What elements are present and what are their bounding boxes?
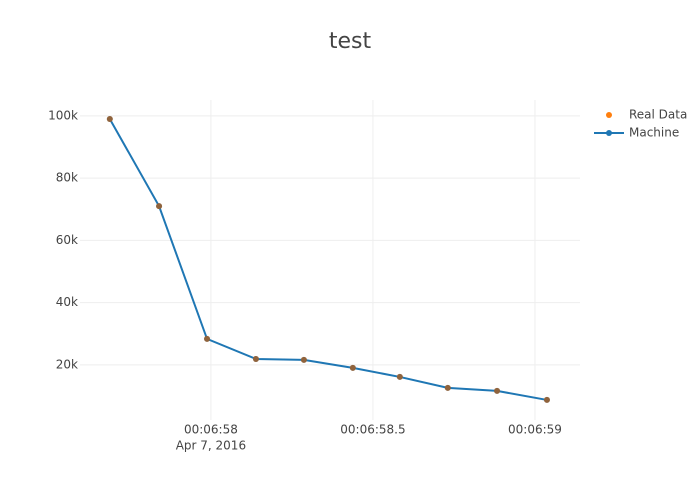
legend-marker xyxy=(606,130,612,136)
legend-label: Real Data xyxy=(629,108,687,122)
series-line xyxy=(108,118,548,401)
data-point xyxy=(543,396,550,403)
y-tick-label: 80k xyxy=(56,171,78,185)
y-tick-label: 40k xyxy=(56,295,78,309)
data-point xyxy=(156,203,163,210)
legend-label: Machine xyxy=(629,126,679,140)
data-point xyxy=(106,115,113,122)
data-point xyxy=(349,364,356,371)
x-tick-label: 00:06:58.5 xyxy=(340,423,405,437)
x-date-label: Apr 7, 2016 xyxy=(176,439,246,453)
data-point xyxy=(494,387,501,394)
data-point xyxy=(349,364,356,371)
data-point xyxy=(444,384,451,391)
data-point xyxy=(494,387,501,394)
chart-title: test xyxy=(329,29,372,54)
y-tick-label: 60k xyxy=(56,233,78,247)
data-point xyxy=(444,384,451,391)
data-point xyxy=(156,203,163,210)
data-point xyxy=(300,356,307,363)
data-point xyxy=(396,373,403,380)
legend-marker xyxy=(606,112,612,118)
y-tick-label: 100k xyxy=(48,108,78,122)
x-tick-label: 00:06:59 xyxy=(508,423,562,437)
data-point xyxy=(106,115,113,122)
y-tick-label: 20k xyxy=(56,357,78,371)
data-point xyxy=(543,396,550,403)
data-point xyxy=(204,335,211,342)
data-point xyxy=(204,335,211,342)
data-point xyxy=(252,355,259,362)
data-point xyxy=(252,355,259,362)
data-point xyxy=(396,373,403,380)
x-tick-label: 00:06:58 xyxy=(184,423,238,437)
data-point xyxy=(300,356,307,363)
